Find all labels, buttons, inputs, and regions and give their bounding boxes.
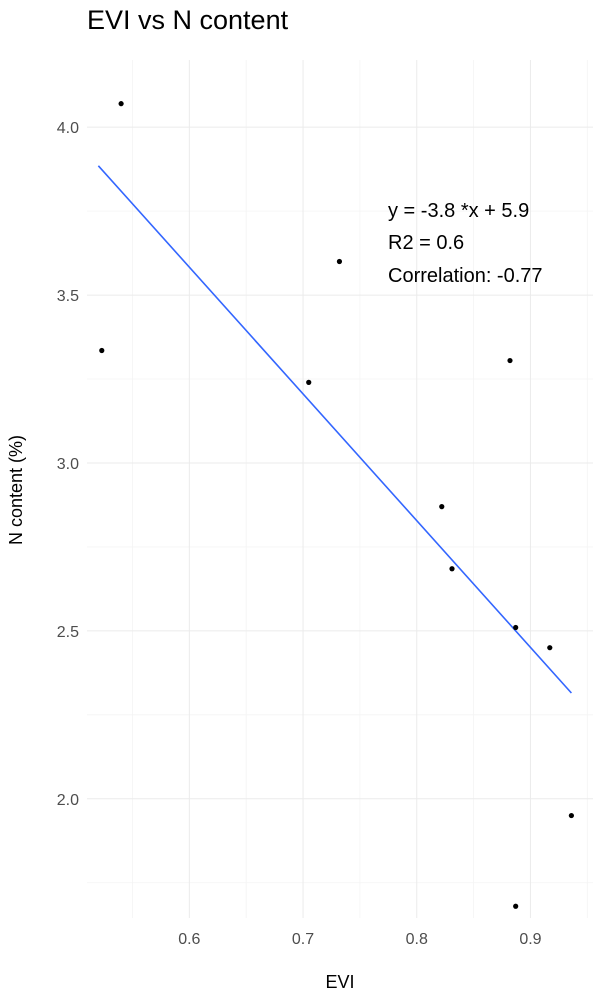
x-tick-label: 0.7	[292, 931, 314, 948]
data-point	[547, 645, 553, 651]
data-point	[336, 258, 343, 265]
r-squared-label: R2 = 0.6	[388, 232, 464, 254]
x-tick-label: 0.9	[519, 931, 541, 948]
data-point	[568, 812, 574, 819]
regression-annotation: y = -3.8 *x + 5.9 R2 = 0.6 Correlation: …	[388, 200, 543, 287]
data-point	[507, 357, 513, 364]
y-axis-title: N content (%)	[6, 435, 26, 545]
y-tick-label: 3.0	[57, 456, 79, 473]
data-point	[439, 504, 445, 510]
y-tick-label: 3.5	[57, 288, 79, 305]
points-layer	[99, 101, 574, 909]
fit-line-layer	[97, 165, 572, 694]
tick-labels: 0.6 0.7 0.8 0.9 2.0 2.5 3.0 3.5 4.0	[57, 120, 542, 948]
grid	[87, 60, 593, 918]
regression-equation: y = -3.8 *x + 5.9	[388, 200, 529, 222]
data-point	[99, 347, 105, 354]
data-point	[118, 101, 124, 107]
y-tick-label: 2.0	[57, 792, 79, 809]
data-point	[449, 566, 455, 572]
data-point	[306, 379, 312, 385]
correlation-label: Correlation: -0.77	[388, 265, 543, 287]
data-point	[513, 903, 519, 909]
x-tick-label: 0.6	[178, 931, 200, 948]
x-tick-label: 0.8	[406, 931, 428, 948]
y-tick-label: 4.0	[57, 120, 79, 137]
regression-line	[97, 165, 572, 694]
x-axis-title: EVI	[325, 972, 354, 992]
y-tick-label: 2.5	[57, 624, 79, 641]
data-point	[513, 624, 519, 631]
chart-title: EVI vs N content	[87, 5, 289, 35]
